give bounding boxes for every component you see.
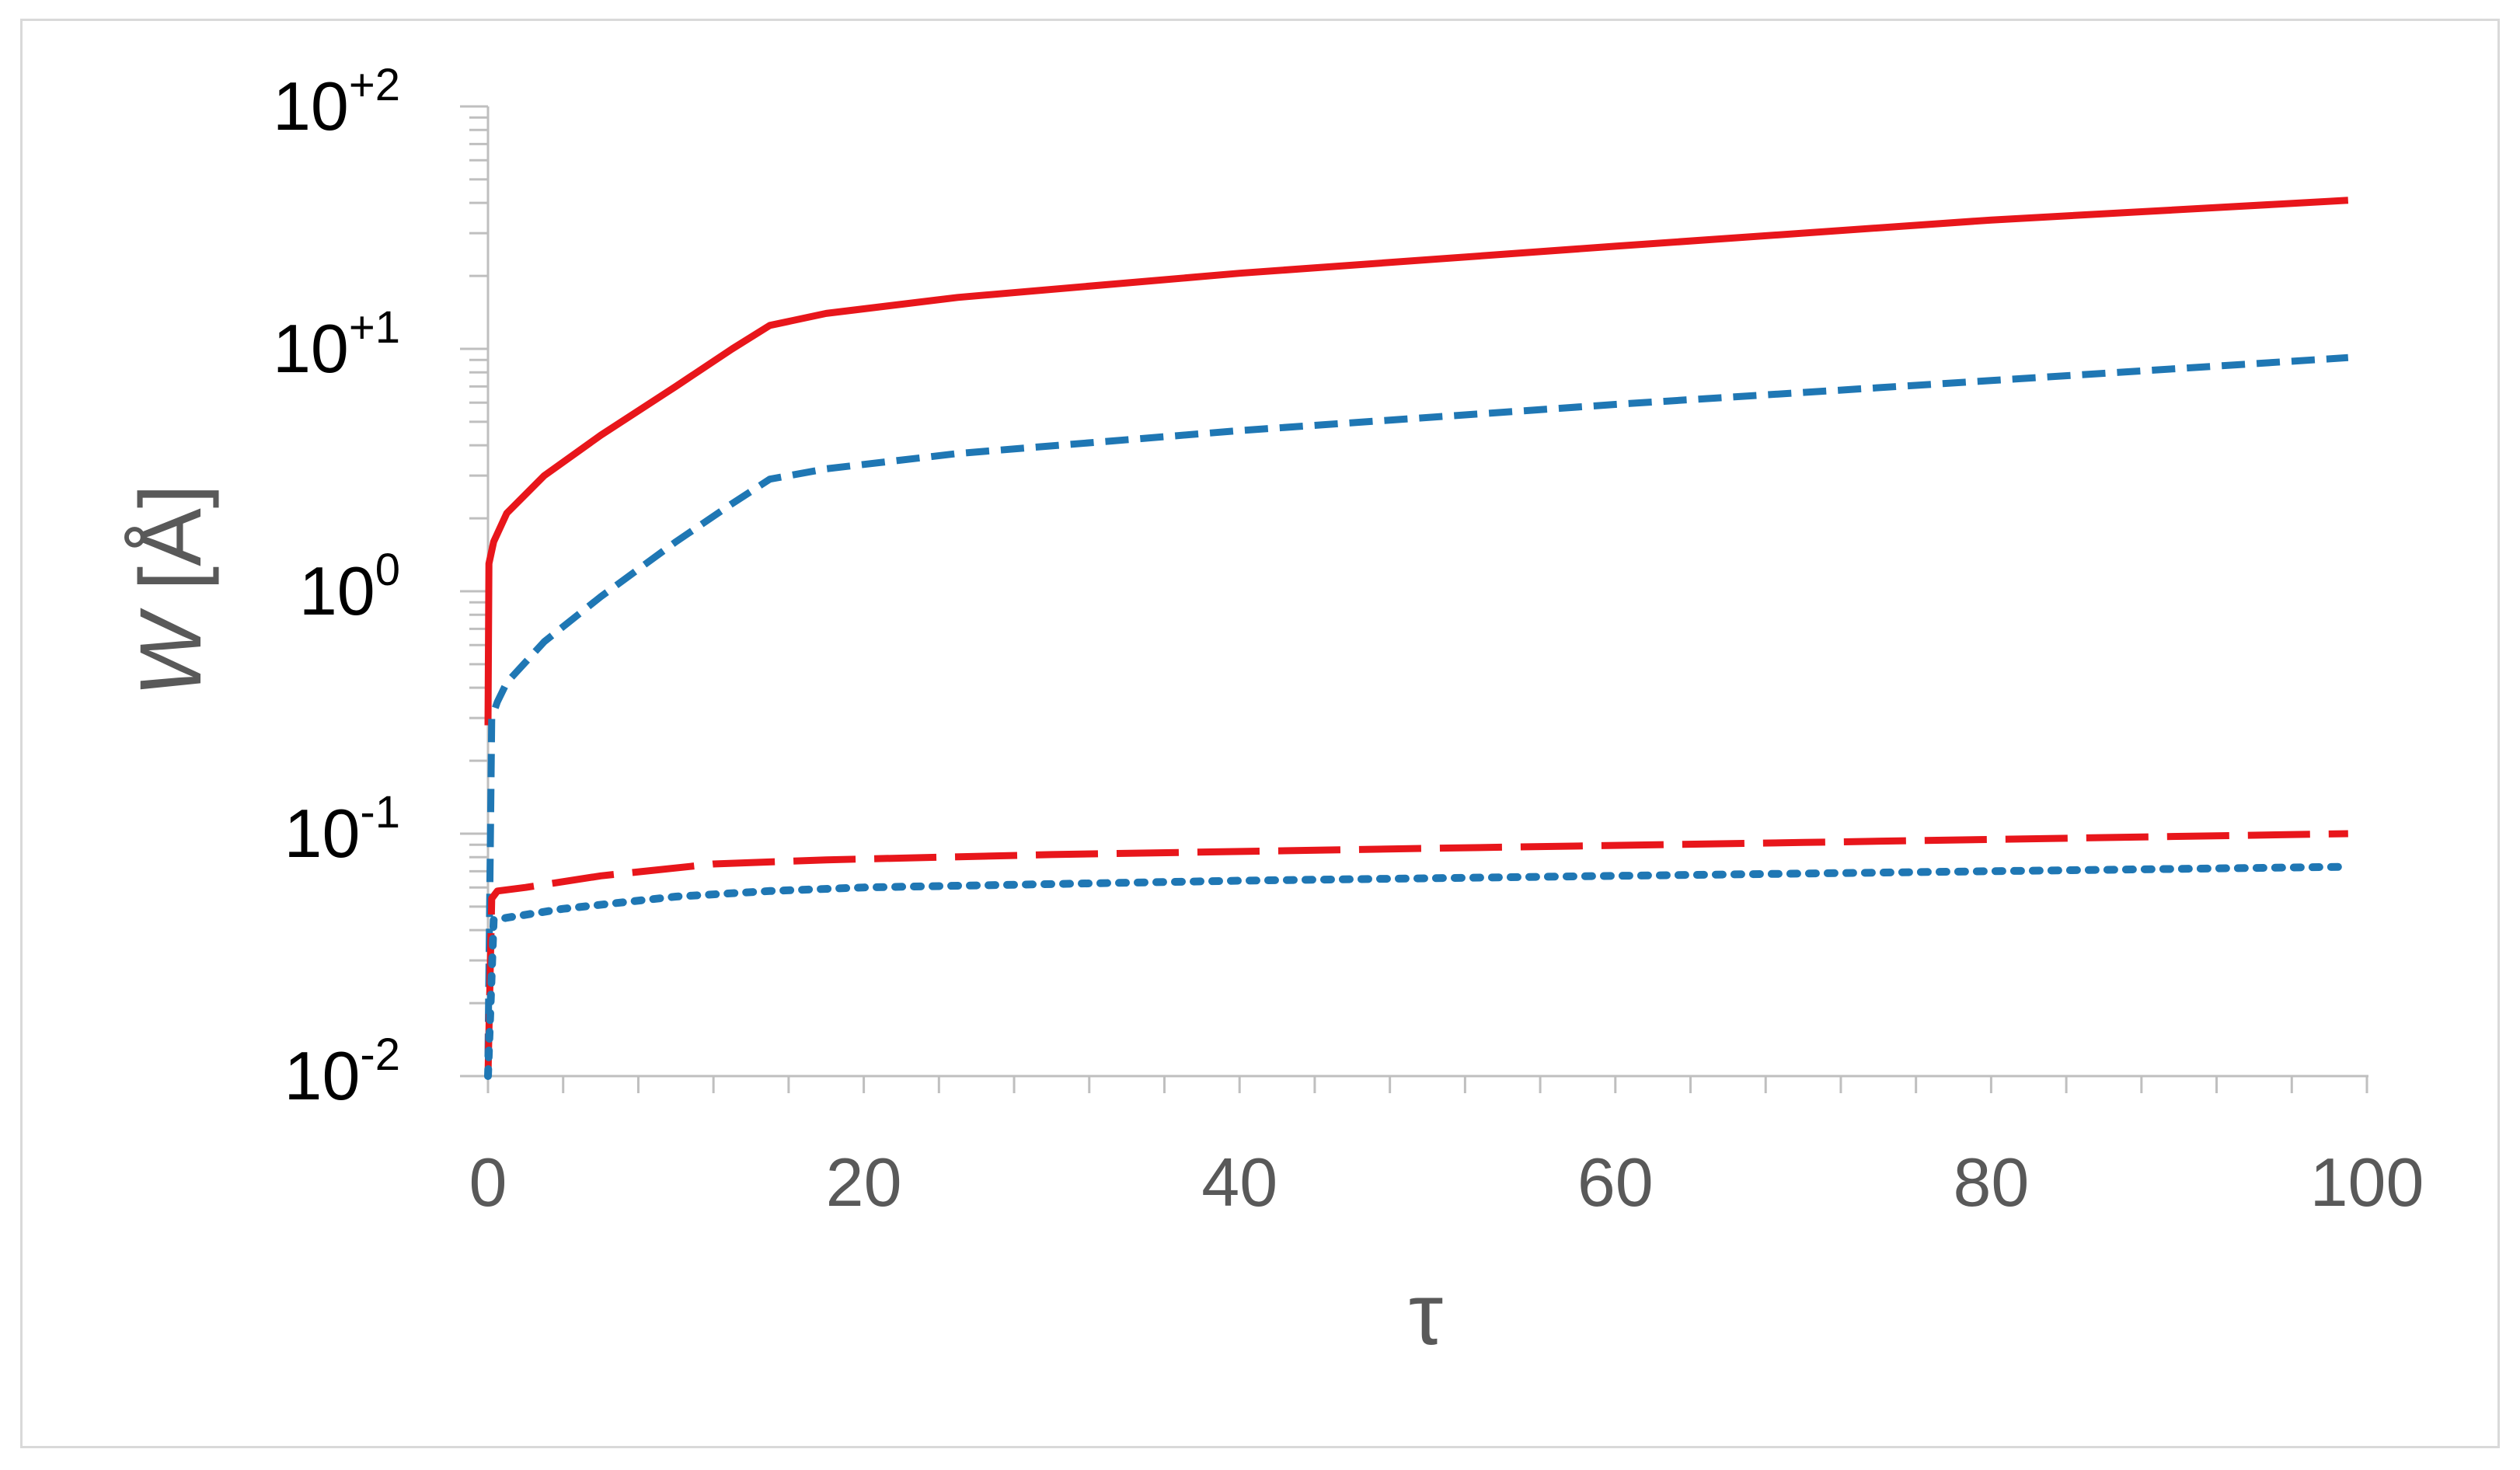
y-axis-symbol: W	[122, 608, 219, 697]
series-line-dotted	[484, 862, 2352, 1080]
y-tick-label: 10+2	[273, 60, 400, 145]
y-tick-exponent: +1	[349, 302, 400, 353]
x-tick-label: 20	[826, 1144, 902, 1221]
y-tick-label: 100	[299, 545, 400, 629]
y-tick-label: 10+1	[273, 302, 400, 387]
y-axis-ticks	[460, 105, 488, 1078]
x-tick-label: 80	[1953, 1144, 2029, 1221]
chart-frame	[20, 19, 2500, 1448]
x-tick-label: 60	[1577, 1144, 1654, 1221]
y-tick-exponent: 0	[375, 545, 400, 595]
x-axis-ticks	[486, 1076, 2368, 1093]
series-line-dashed	[484, 354, 2349, 1057]
y-tick-label: 10-1	[284, 787, 400, 872]
y-axis-title: W [Å]	[122, 484, 219, 697]
y-tick-exponent: -1	[360, 787, 400, 838]
y-axis-unit: [Å]	[122, 484, 219, 590]
x-tick-label: 100	[2310, 1144, 2424, 1221]
x-axis-title: τ	[1409, 1266, 1443, 1363]
y-tick-label: 10-2	[284, 1029, 400, 1114]
y-tick-base: 10	[284, 795, 361, 872]
axes	[460, 105, 2368, 1093]
y-tick-base: 10	[273, 310, 349, 387]
y-tick-base: 10	[273, 68, 349, 145]
x-tick-label: 0	[469, 1144, 507, 1221]
series-layer	[484, 197, 2352, 1080]
series-line-long-dash	[484, 830, 2348, 1077]
x-tick-label: 40	[1201, 1144, 1277, 1221]
y-tick-exponent: +2	[349, 60, 400, 110]
x-axis-tick-labels: 0 20 40 60 80 100	[469, 1144, 2424, 1221]
series-line-solid	[484, 197, 2349, 726]
y-tick-base: 10	[284, 1037, 361, 1114]
y-tick-exponent: -2	[360, 1029, 400, 1080]
y-tick-base: 10	[299, 552, 375, 629]
